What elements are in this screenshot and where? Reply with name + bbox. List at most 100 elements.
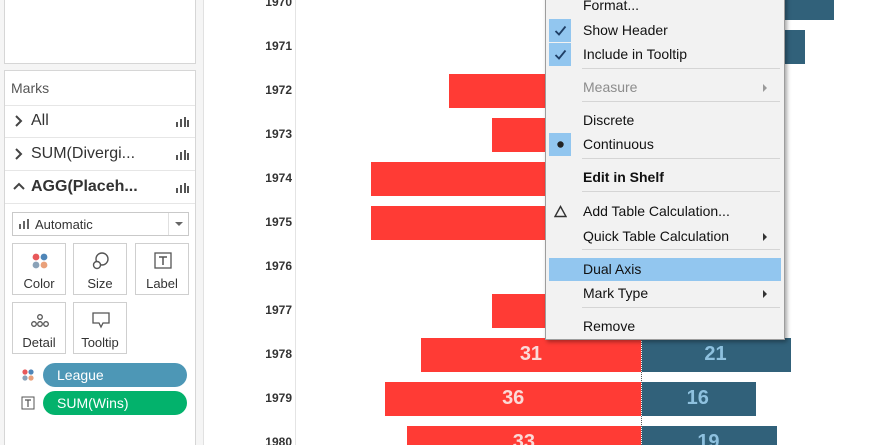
bar-chart-icon	[176, 117, 189, 127]
year-label: 1980	[265, 435, 292, 445]
menu-item-label: Continuous	[583, 136, 654, 152]
color-label: Color	[23, 276, 55, 291]
color-icon	[22, 369, 34, 381]
checkmark-icon	[554, 25, 567, 36]
menu-item-label: Remove	[583, 318, 636, 334]
pill-row-league: League	[19, 363, 191, 387]
bar-chart-icon	[19, 219, 29, 229]
menu-item-edit-in-shelf[interactable]: Edit in Shelf	[549, 166, 781, 189]
bar-chart-icon	[176, 150, 189, 160]
year-label: 1972	[265, 83, 292, 97]
marks-card: Marks All SUM(Divergi... AGG(Placeh... A…	[4, 70, 196, 445]
menu-gutter-highlight	[549, 19, 571, 42]
left-bar-label: 33	[512, 431, 535, 445]
league-pill[interactable]: League	[43, 363, 187, 387]
menu-item-discrete[interactable]: Discrete	[549, 109, 781, 132]
year-label: 1970	[265, 0, 292, 9]
chevron-right-icon[interactable]	[12, 147, 26, 161]
checkmark-icon	[554, 49, 567, 60]
left-bar[interactable]	[420, 338, 641, 372]
marks-row-agg-placeh[interactable]: AGG(Placeh...	[5, 172, 195, 204]
label-label: Label	[146, 276, 178, 291]
year-label: 1975	[265, 215, 292, 229]
year-label: 1976	[265, 259, 292, 273]
marks-row-sum-divergi[interactable]: SUM(Divergi...	[5, 139, 195, 171]
year-axis-divider	[295, 0, 296, 445]
submenu-arrow-icon	[763, 290, 767, 298]
menu-separator	[582, 307, 780, 308]
chevron-down-icon[interactable]	[168, 213, 188, 235]
menu-item-continuous[interactable]: Continuous	[549, 133, 781, 156]
right-bar-label: 21	[704, 343, 727, 365]
menu-item-label: Mark Type	[583, 285, 649, 301]
menu-item-label: Discrete	[583, 112, 635, 128]
menu-item-quick-table-calculation[interactable]: Quick Table Calculation	[549, 225, 781, 248]
menu-item-show-header[interactable]: Show Header	[549, 19, 781, 42]
color-icon	[32, 253, 48, 269]
menu-item-label: Format...	[583, 0, 640, 13]
marks-card-title: Marks	[11, 80, 50, 96]
mark-type-dropdown[interactable]: Automatic	[12, 212, 189, 236]
size-button[interactable]: Size	[73, 243, 127, 295]
delta-icon	[554, 205, 567, 218]
menu-item-add-table-calculation[interactable]: Add Table Calculation...	[549, 200, 781, 223]
marks-row-label: All	[31, 112, 49, 129]
filters-card	[4, 0, 196, 64]
marks-row-all[interactable]: All	[5, 106, 195, 138]
menu-item-format[interactable]: Format...	[549, 0, 781, 17]
left-panel: Marks All SUM(Divergi... AGG(Placeh... A…	[0, 0, 204, 445]
menu-separator	[582, 68, 780, 69]
detail-label: Detail	[22, 335, 56, 350]
color-button[interactable]: Color	[12, 243, 66, 295]
sum-wins-pill[interactable]: SUM(Wins)	[43, 391, 187, 415]
tooltip-button[interactable]: Tooltip	[73, 302, 127, 354]
menu-item-remove[interactable]: Remove	[549, 315, 781, 338]
tooltip-icon	[92, 312, 110, 329]
right-bar-label: 19	[697, 431, 720, 445]
detail-icon	[31, 314, 49, 327]
year-label: 1973	[265, 127, 292, 141]
right-bar[interactable]	[642, 426, 777, 445]
marks-title-divider	[5, 105, 195, 106]
mark-type-value: Automatic	[35, 217, 93, 232]
right-bar[interactable]	[642, 338, 792, 372]
year-label: 1977	[265, 303, 292, 317]
menu-item-label: Quick Table Calculation	[583, 228, 730, 244]
size-icon	[92, 252, 109, 270]
menu-item-mark-type[interactable]: Mark Type	[549, 282, 781, 305]
size-label: Size	[87, 276, 113, 291]
submenu-arrow-icon	[763, 84, 767, 92]
year-label: 1971	[265, 39, 292, 53]
menu-item-label: Include in Tooltip	[583, 46, 688, 62]
left-bar-label: 36	[502, 387, 525, 409]
marks-row-label: AGG(Placeh...	[31, 178, 138, 195]
menu-item-label: Show Header	[583, 22, 668, 38]
menu-item-label: Edit in Shelf	[583, 169, 664, 185]
year-label: 1974	[265, 171, 292, 185]
right-bar-label: 16	[686, 387, 709, 409]
submenu-arrow-icon	[763, 233, 767, 241]
bar-chart-icon	[176, 183, 189, 193]
detail-button[interactable]: Detail	[12, 302, 66, 354]
chevron-down-icon[interactable]	[12, 180, 26, 194]
radio-dot-icon	[557, 141, 564, 148]
left-bar[interactable]	[385, 382, 641, 416]
left-bar[interactable]	[406, 426, 641, 445]
menu-item-include-in-tooltip[interactable]: Include in Tooltip	[549, 43, 781, 66]
year-label: 1979	[265, 391, 292, 405]
menu-item-label: Dual Axis	[583, 261, 642, 277]
right-bar[interactable]	[642, 382, 756, 416]
menu-separator	[582, 158, 780, 159]
pill-row-sum-wins: SUM(Wins)	[19, 391, 191, 415]
label-button[interactable]: Label	[135, 243, 189, 295]
pill-context-menu: Format... Show Header Include in Tooltip Me…	[545, 0, 785, 340]
menu-gutter-highlight	[549, 43, 571, 66]
menu-item-measure: Measure	[549, 76, 781, 99]
menu-item-label: Add Table Calculation...	[583, 203, 730, 219]
tooltip-label: Tooltip	[81, 335, 119, 350]
chevron-right-icon[interactable]	[12, 114, 26, 128]
left-bar-label: 31	[519, 343, 543, 365]
year-label: 1978	[265, 347, 292, 361]
menu-item-dual-axis[interactable]: Dual Axis	[549, 258, 781, 281]
menu-item-label: Measure	[583, 79, 638, 95]
